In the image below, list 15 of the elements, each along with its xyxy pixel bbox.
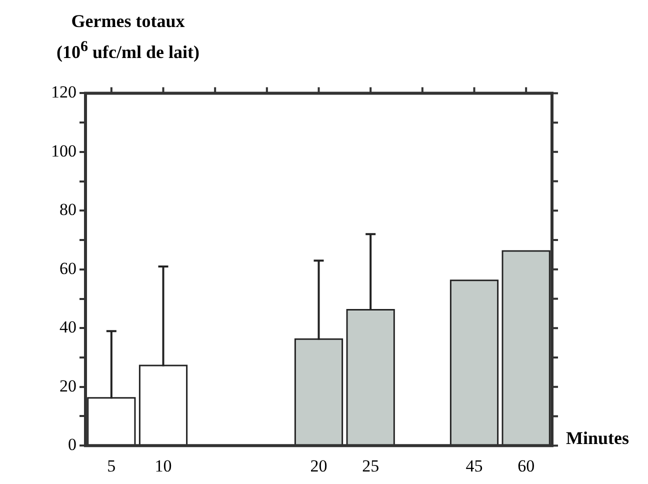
y-axis-title: Germes totaux (10$^{6}$ ufc/ml de lait) (56, 10, 200, 64)
y-tick-label: 120 (51, 82, 76, 102)
y-tick-label: 0 (68, 435, 76, 454)
x-tick-label: 25 (362, 456, 380, 476)
x-axis-title: Minutes (566, 428, 629, 449)
x-tick-label: 60 (518, 456, 535, 476)
y-tick-label: 80 (60, 200, 76, 220)
x-tick-label: 10 (154, 456, 172, 476)
y-tick-label: 40 (60, 318, 76, 337)
y-tick-label: 100 (51, 141, 76, 160)
x-tick-label: 5 (107, 456, 116, 476)
x-tick-label: 45 (466, 456, 483, 476)
x-tick-label: 20 (310, 456, 328, 476)
y-tick-label: 20 (60, 376, 76, 396)
y-tick-label: 60 (60, 258, 76, 278)
